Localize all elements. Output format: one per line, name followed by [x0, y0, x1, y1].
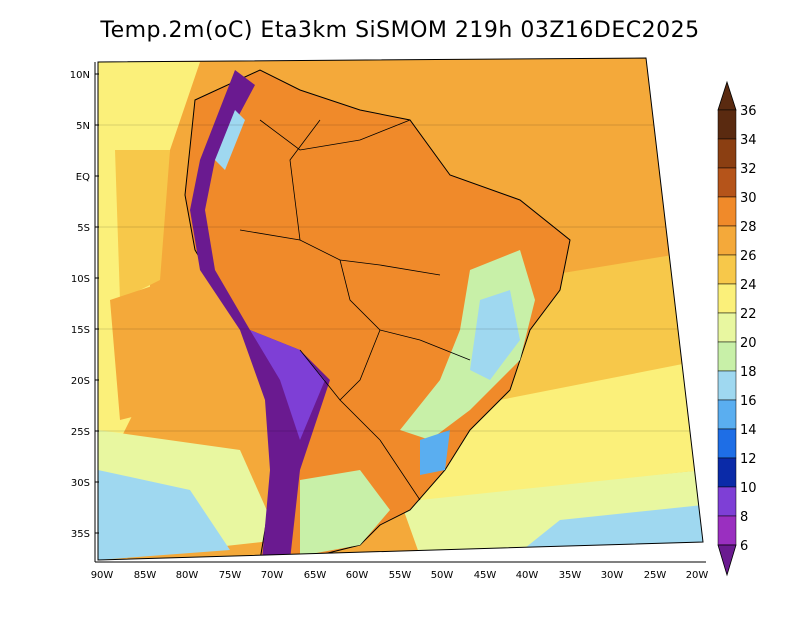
colorbar-label: 24: [740, 278, 757, 293]
colorbar-swatch: [717, 312, 737, 343]
colorbar: [717, 80, 737, 577]
colorbar-label: 6: [740, 539, 748, 554]
lon-label: 35W: [559, 570, 582, 581]
colorbar-swatch: [717, 341, 737, 372]
colorbar-label: 10: [740, 481, 757, 496]
lon-label: 90W: [91, 570, 114, 581]
temperature-field: [98, 58, 703, 560]
colorbar-label: 12: [740, 452, 757, 467]
lon-label: 85W: [134, 570, 157, 581]
colorbar-label: 28: [740, 220, 757, 235]
colorbar-label: 20: [740, 336, 757, 351]
colorbar-swatch: [717, 196, 737, 227]
lat-label: 20S: [71, 376, 90, 387]
lat-label: 10N: [70, 70, 90, 81]
lat-label: 5N: [76, 121, 90, 132]
colorbar-swatch: [717, 457, 737, 488]
colorbar-bottom-arrow: [717, 544, 737, 577]
map-frame: [97, 57, 704, 561]
lon-label: 20W: [686, 570, 709, 581]
lon-label: 80W: [176, 570, 199, 581]
colorbar-label: 36: [740, 104, 757, 119]
lat-label: 10S: [71, 274, 90, 285]
colorbar-swatch: [717, 109, 737, 140]
lon-label: 30W: [601, 570, 624, 581]
colorbar-label: 18: [740, 365, 757, 380]
lon-label: 45W: [474, 570, 497, 581]
lat-label: 25S: [71, 427, 90, 438]
colorbar-label: 14: [740, 423, 757, 438]
colorbar-label: 30: [740, 191, 757, 206]
lon-label: 65W: [304, 570, 327, 581]
colorbar-swatch: [717, 399, 737, 430]
lon-label: 55W: [389, 570, 412, 581]
colorbar-swatch: [717, 138, 737, 169]
colorbar-swatch: [717, 370, 737, 401]
colorbar-swatch: [717, 486, 737, 517]
lon-label: 70W: [261, 570, 284, 581]
lat-label: 15S: [71, 325, 90, 336]
colorbar-swatch: [717, 254, 737, 285]
lat-label: EQ: [76, 172, 90, 183]
colorbar-label: 26: [740, 249, 757, 264]
lat-label: 30S: [71, 478, 90, 489]
lat-label: 35S: [71, 529, 90, 540]
colorbar-label: 16: [740, 394, 757, 409]
latitude-labels: 10N 5N EQ 5S 10S 15S 20S 25S 30S 35S: [70, 70, 90, 540]
longitude-labels: 90W 85W 80W 75W 70W 65W 60W 55W 50W 45W …: [91, 570, 709, 581]
colorbar-swatch: [717, 283, 737, 314]
colorbar-swatch: [717, 515, 737, 546]
colorbar-top-arrow: [717, 80, 737, 111]
colorbar-label: 8: [740, 510, 748, 525]
colorbar-swatch: [717, 225, 737, 256]
map-title: Temp.2m(oC) Eta3km SiSMOM 219h 03Z16DEC2…: [100, 18, 700, 43]
colorbar-label: 22: [740, 307, 757, 322]
andes-cold-ridge: [190, 70, 330, 560]
colorbar-swatch: [717, 167, 737, 198]
lat-label: 5S: [77, 223, 90, 234]
lon-label: 25W: [644, 570, 667, 581]
colorbar-labels: 36 34 32 30 28 26 24 22 20 18 16 14 12 1…: [740, 104, 757, 554]
colorbar-swatch: [717, 428, 737, 459]
lon-label: 50W: [431, 570, 454, 581]
lon-label: 60W: [346, 570, 369, 581]
colorbar-label: 32: [740, 162, 757, 177]
colorbar-label: 34: [740, 133, 757, 148]
lon-label: 40W: [516, 570, 539, 581]
lon-label: 75W: [219, 570, 242, 581]
